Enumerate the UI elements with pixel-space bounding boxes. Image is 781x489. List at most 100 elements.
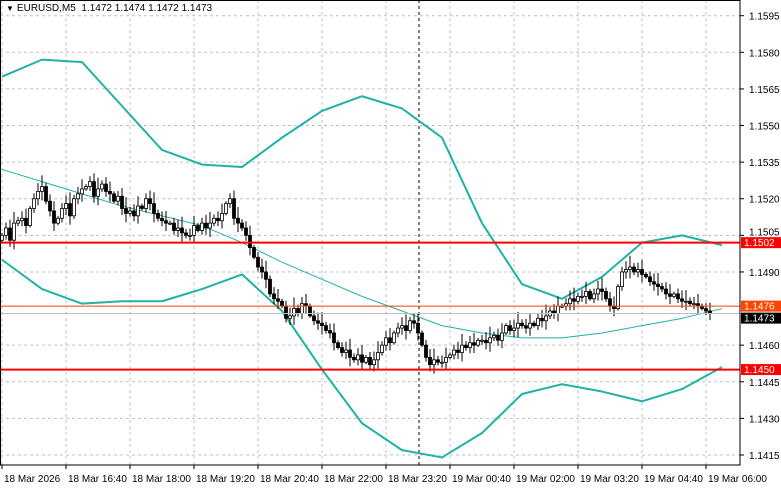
candle xyxy=(448,352,452,360)
candle-body xyxy=(188,234,192,237)
candle xyxy=(564,298,568,311)
candle xyxy=(360,345,364,371)
candle xyxy=(228,193,232,208)
candle xyxy=(628,255,632,279)
candle xyxy=(668,284,672,305)
candle-body xyxy=(652,281,656,285)
candle xyxy=(64,195,68,216)
candle xyxy=(440,355,444,368)
candle xyxy=(692,296,696,310)
candle-body xyxy=(412,320,416,324)
candle-body xyxy=(112,193,116,202)
candle xyxy=(508,320,512,335)
candle xyxy=(600,277,604,301)
candle xyxy=(652,273,656,291)
plot-border xyxy=(0,0,741,466)
level-price-label-bg xyxy=(741,237,781,249)
candle xyxy=(188,228,192,241)
candle-body xyxy=(272,293,276,300)
candle xyxy=(532,320,536,328)
candle xyxy=(264,260,268,289)
candle xyxy=(320,311,324,335)
x-tick-label: 19 Mar 06:00 xyxy=(708,474,767,485)
candle-body xyxy=(84,186,88,190)
candle xyxy=(636,262,640,278)
candle-body xyxy=(252,247,256,258)
candle-body xyxy=(476,339,480,346)
candle xyxy=(240,219,244,232)
level-price-label: 1.1450 xyxy=(744,365,775,376)
candle-body xyxy=(680,298,684,302)
candle xyxy=(304,293,308,314)
candle-body xyxy=(36,191,40,200)
candle xyxy=(684,290,688,311)
candle-body xyxy=(432,359,436,366)
candle-body xyxy=(440,361,444,364)
candle xyxy=(624,261,628,279)
candle-body xyxy=(368,356,372,366)
candle-body xyxy=(88,181,92,187)
candle-body xyxy=(684,300,688,303)
candle-body xyxy=(40,186,44,192)
candle-body xyxy=(184,232,188,236)
candle xyxy=(444,347,448,371)
candle xyxy=(372,351,376,372)
x-tick-label: 18 Mar 20:40 xyxy=(260,474,319,485)
candle-body xyxy=(212,217,216,224)
candle-body xyxy=(568,298,572,305)
candle-body xyxy=(404,325,408,331)
candle-body xyxy=(428,356,432,366)
candle-body xyxy=(492,335,496,339)
candle-body xyxy=(24,217,28,226)
candle-body xyxy=(68,203,72,217)
candle-body xyxy=(460,344,464,353)
y-tick-label: 1.1490 xyxy=(749,268,780,279)
candle-body xyxy=(364,356,368,363)
candle xyxy=(20,211,24,227)
candle xyxy=(472,332,476,353)
candle-body xyxy=(624,269,628,273)
candle xyxy=(536,312,540,330)
candle xyxy=(512,319,516,338)
candle-body xyxy=(688,300,692,305)
candle xyxy=(700,303,704,311)
candle xyxy=(160,211,164,227)
candle xyxy=(568,290,572,311)
candle-body xyxy=(480,339,484,342)
candle xyxy=(136,196,140,224)
candle-body xyxy=(256,256,260,268)
candle-body xyxy=(500,332,504,341)
candle xyxy=(288,307,292,325)
y-tick-label: 1.1550 xyxy=(749,122,780,133)
candle-body xyxy=(76,193,80,200)
candle-body xyxy=(176,227,180,231)
candle xyxy=(400,317,404,335)
y-tick-label: 1.1595 xyxy=(749,12,780,23)
candle xyxy=(476,337,480,348)
candle xyxy=(696,293,700,314)
candle-body xyxy=(344,349,348,353)
candle xyxy=(420,330,424,348)
candle xyxy=(660,282,664,293)
level-price-label-bg xyxy=(741,364,781,376)
candle xyxy=(172,217,176,235)
candle xyxy=(216,211,220,227)
candle xyxy=(620,266,624,291)
candle xyxy=(344,341,348,360)
candle-body xyxy=(268,278,272,295)
candle xyxy=(120,187,124,216)
candle xyxy=(680,290,684,308)
candle xyxy=(236,207,240,233)
candle-body xyxy=(384,337,388,346)
candle-body xyxy=(308,305,312,317)
candle-body xyxy=(356,354,360,361)
candle-body xyxy=(160,217,164,222)
candle-body xyxy=(172,222,176,231)
candle-body xyxy=(120,195,124,209)
candle xyxy=(16,216,20,227)
dropdown-triangle-icon[interactable]: ▼ xyxy=(6,4,14,13)
candle xyxy=(460,333,464,362)
candle-body xyxy=(464,344,468,349)
y-tick-label: 1.1445 xyxy=(749,378,780,389)
